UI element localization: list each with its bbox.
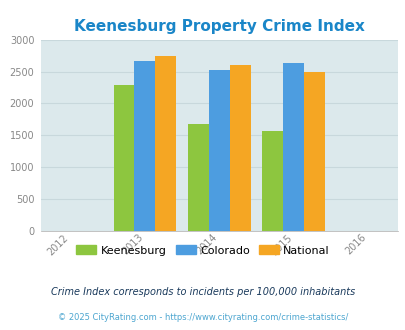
Bar (113, 85, 134, 231)
Bar (262, 130, 283, 231)
Bar (283, 63, 303, 231)
Legend: Keenesburg, Colorado, National: Keenesburg, Colorado, National (72, 241, 333, 260)
Text: © 2025 CityRating.com - https://www.cityrating.com/crime-statistics/: © 2025 CityRating.com - https://www.city… (58, 313, 347, 322)
Text: Crime Index corresponds to incidents per 100,000 inhabitants: Crime Index corresponds to incidents per… (51, 287, 354, 297)
Bar (208, 70, 229, 231)
Bar (134, 61, 155, 231)
Bar (155, 56, 176, 231)
Bar (229, 65, 250, 231)
Title: Keenesburg Property Crime Index: Keenesburg Property Crime Index (74, 19, 364, 34)
Bar (188, 124, 208, 231)
Bar (303, 72, 324, 231)
